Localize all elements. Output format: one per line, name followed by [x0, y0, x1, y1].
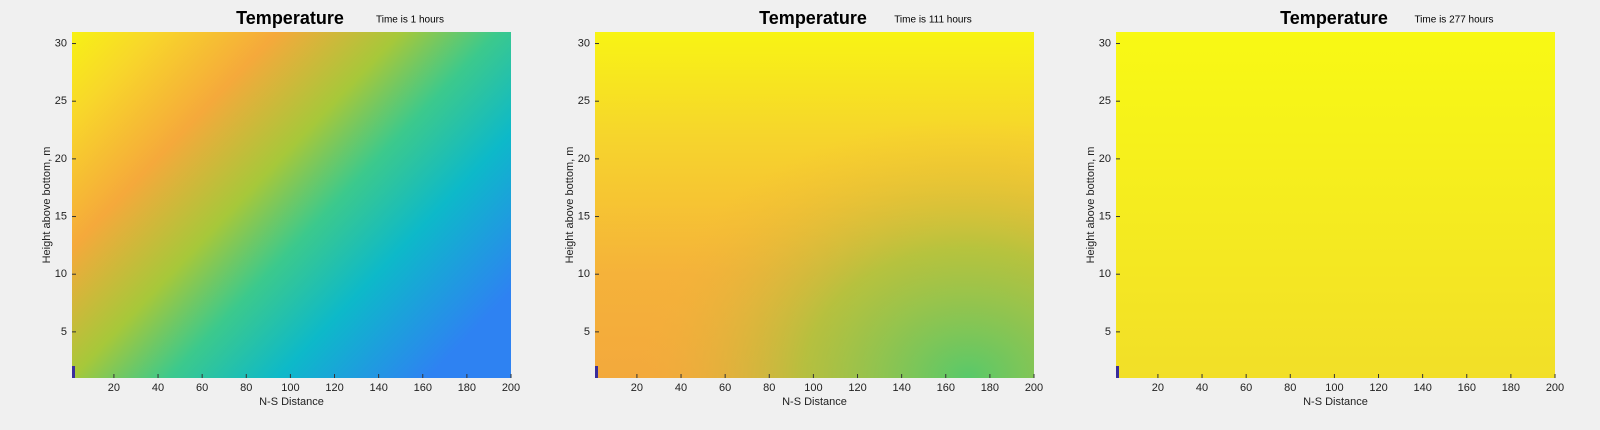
- x-tick-label: 180: [981, 382, 999, 394]
- x-axis-label: N-S Distance: [259, 396, 324, 408]
- y-tick-label: 15: [1099, 210, 1111, 222]
- x-tick-label: 20: [1152, 382, 1164, 394]
- y-axis-label: Height above bottom, m: [564, 147, 576, 264]
- y-tick-label: 20: [55, 153, 67, 165]
- heat-field-overlay: [595, 32, 1034, 378]
- heat-field: [1116, 32, 1555, 378]
- y-tick-label: 25: [55, 95, 67, 107]
- y-axis-label: Height above bottom, m: [41, 147, 53, 264]
- x-tick-label: 40: [1196, 382, 1208, 394]
- y-tick-label: 25: [578, 95, 590, 107]
- heat-field: [72, 32, 511, 378]
- x-tick-label: 120: [848, 382, 866, 394]
- y-tick-label: 10: [1099, 268, 1111, 280]
- x-tick-label: 160: [414, 382, 432, 394]
- x-tick-label: 40: [675, 382, 687, 394]
- chart-title: Temperature: [759, 8, 867, 28]
- x-tick-label: 200: [1025, 382, 1043, 394]
- x-tick-label: 60: [1240, 382, 1252, 394]
- y-tick-label: 20: [1099, 153, 1111, 165]
- y-axis-label: Height above bottom, m: [1085, 147, 1097, 264]
- x-tick-label: 140: [892, 382, 910, 394]
- y-tick-label: 30: [578, 37, 590, 49]
- x-tick-label: 60: [196, 382, 208, 394]
- x-tick-label: 20: [108, 382, 120, 394]
- x-tick-label: 80: [1284, 382, 1296, 394]
- x-tick-label: 180: [1502, 382, 1520, 394]
- y-tick-label: 25: [1099, 95, 1111, 107]
- x-axis-label: N-S Distance: [782, 396, 847, 408]
- annotation: Time is 277 hours: [1414, 15, 1493, 26]
- x-tick-label: 40: [152, 382, 164, 394]
- y-tick-label: 15: [55, 210, 67, 222]
- x-tick-label: 100: [804, 382, 822, 394]
- y-tick-label: 30: [1099, 37, 1111, 49]
- y-tick-label: 30: [55, 37, 67, 49]
- x-tick-label: 120: [325, 382, 343, 394]
- x-tick-label: 200: [1546, 382, 1564, 394]
- x-tick-label: 80: [240, 382, 252, 394]
- x-tick-label: 100: [281, 382, 299, 394]
- y-tick-label: 5: [61, 326, 67, 338]
- corner-marker: [595, 366, 598, 378]
- corner-marker: [1116, 366, 1119, 378]
- y-tick-label: 20: [578, 153, 590, 165]
- x-tick-label: 100: [1325, 382, 1343, 394]
- x-tick-label: 140: [369, 382, 387, 394]
- y-tick-label: 5: [584, 326, 590, 338]
- x-tick-label: 200: [502, 382, 520, 394]
- chart-title: Temperature: [236, 8, 344, 28]
- x-axis-label: N-S Distance: [1303, 396, 1368, 408]
- y-tick-label: 10: [55, 268, 67, 280]
- x-tick-label: 160: [937, 382, 955, 394]
- x-tick-label: 160: [1458, 382, 1476, 394]
- x-tick-label: 60: [719, 382, 731, 394]
- y-tick-label: 5: [1105, 326, 1111, 338]
- x-tick-label: 20: [631, 382, 643, 394]
- x-tick-label: 80: [763, 382, 775, 394]
- x-tick-label: 140: [1413, 382, 1431, 394]
- annotation: Time is 1 hours: [376, 15, 444, 26]
- annotation: Time is 111 hours: [894, 15, 972, 26]
- y-tick-label: 15: [578, 210, 590, 222]
- x-tick-label: 120: [1369, 382, 1387, 394]
- y-tick-label: 10: [578, 268, 590, 280]
- corner-marker: [72, 366, 75, 378]
- chart-title: Temperature: [1280, 8, 1388, 28]
- x-tick-label: 180: [458, 382, 476, 394]
